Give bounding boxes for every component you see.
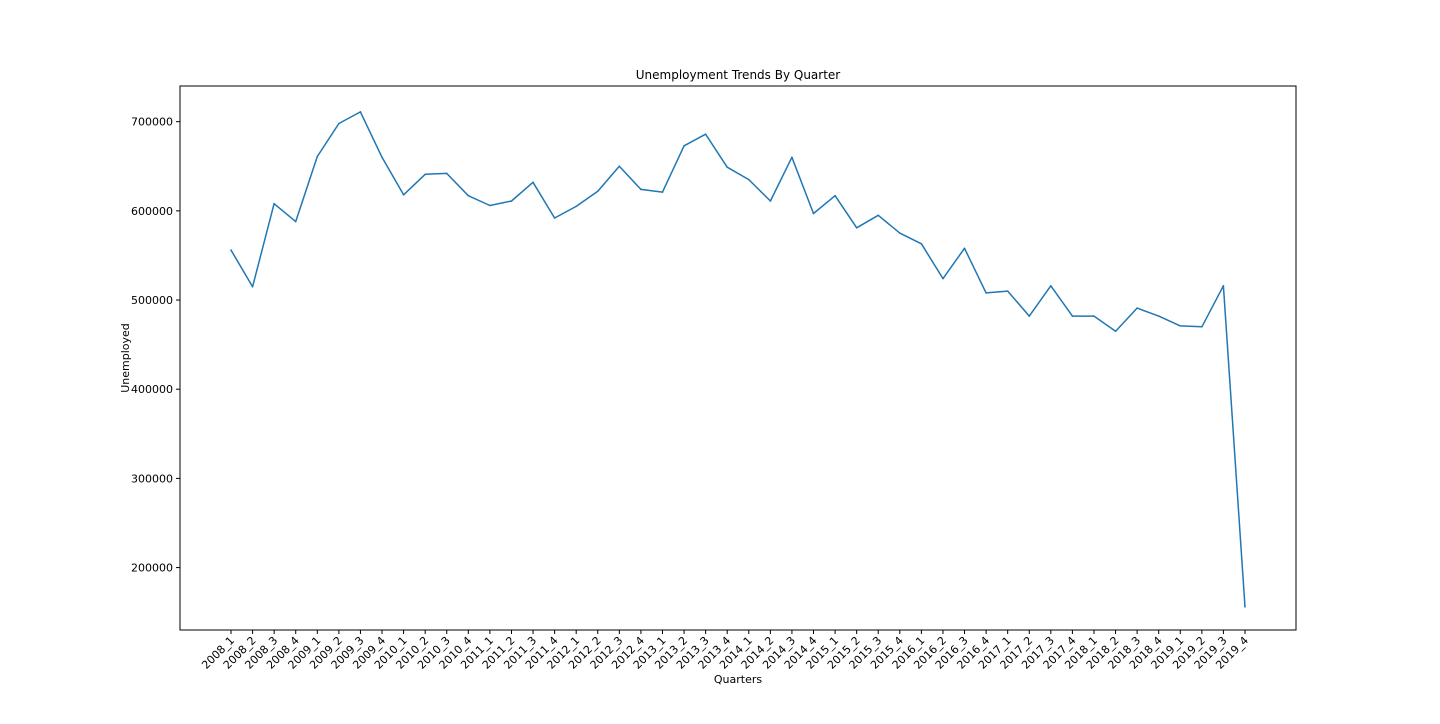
plot-frame (179, 85, 1297, 631)
data-point (1157, 315, 1160, 317)
y-tick-label: 600000 (131, 205, 173, 218)
y-axis: 200000 300000 400000 500000 600000 700000 (131, 116, 180, 575)
data-point (273, 202, 275, 205)
data-point (359, 111, 362, 113)
data-point (855, 226, 858, 229)
chart-title: Unemployment Trends By Quarter (636, 68, 841, 82)
series-line (230, 111, 1246, 607)
data-point (683, 144, 685, 147)
data-point (1050, 284, 1052, 287)
data-point (834, 194, 836, 197)
data-point (791, 156, 793, 159)
data-point (402, 194, 405, 196)
y-tick-label: 400000 (131, 383, 173, 396)
data-point (618, 165, 621, 168)
data-point (251, 285, 254, 288)
data-point (1114, 330, 1117, 333)
data-point (640, 188, 642, 191)
data-point (1071, 315, 1074, 317)
data-point (1222, 284, 1225, 287)
data-point (747, 178, 750, 181)
data-point (661, 191, 664, 193)
plot-area (180, 86, 1296, 630)
data-point (812, 212, 815, 215)
data-point (920, 243, 923, 245)
data-point (1244, 606, 1246, 608)
data-point (1006, 290, 1009, 292)
y-axis-label: Unemployed (119, 323, 132, 393)
data-point (899, 232, 901, 234)
data-point (489, 204, 491, 207)
data-point (1028, 315, 1031, 317)
data-point (1201, 325, 1203, 328)
data-point (1093, 315, 1095, 317)
data-point (532, 181, 534, 184)
y-tick-label: 500000 (131, 294, 173, 307)
data-point (294, 220, 297, 223)
data-point (769, 200, 772, 202)
data-point (316, 155, 319, 158)
data-point (230, 249, 232, 251)
data-point (985, 292, 987, 294)
data-point (1136, 307, 1138, 309)
x-axis-label: Quarters (714, 673, 762, 686)
data-point (877, 214, 880, 217)
y-tick-label: 200000 (131, 562, 173, 575)
data-point (510, 200, 513, 202)
data-point (467, 194, 470, 197)
data-point (726, 166, 729, 168)
data-point (942, 277, 944, 280)
data-point (596, 190, 599, 193)
data-point (553, 217, 556, 219)
data-point (445, 172, 448, 175)
y-tick-label: 300000 (131, 472, 173, 485)
data-point (1179, 325, 1182, 327)
data-point (575, 205, 577, 208)
data-point (338, 122, 340, 125)
data-point (963, 247, 966, 250)
data-point (381, 156, 383, 159)
series-unemployed (230, 111, 1246, 608)
y-tick-label: 700000 (131, 116, 173, 129)
data-point (424, 173, 426, 176)
data-point (704, 133, 707, 135)
